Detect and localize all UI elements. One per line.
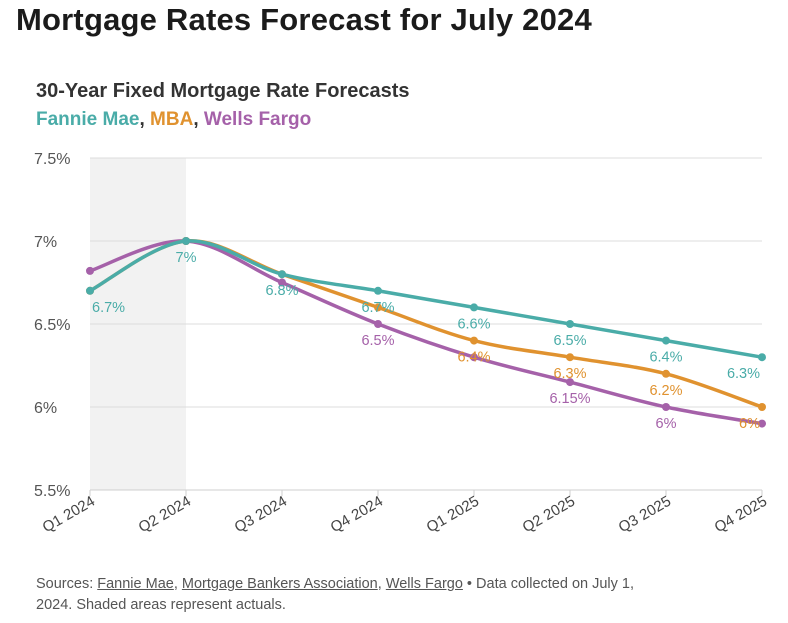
data-label-mba: 6.3% — [553, 366, 586, 382]
legend-item-mba: MBA — [150, 109, 194, 130]
data-point-fannie-mae — [758, 353, 766, 362]
data-label-fannie-mae: 6.4% — [649, 350, 682, 366]
legend-separator: , — [139, 109, 145, 130]
data-point-wells-fargo — [470, 353, 478, 362]
data-point-wells-fargo — [566, 378, 574, 387]
data-label-fannie-mae: 6.3% — [727, 366, 760, 382]
source-link-mba[interactable]: Mortgage Bankers Association — [181, 576, 378, 592]
data-point-mba — [566, 353, 574, 362]
x-tick-label: Q2 2024 — [136, 493, 194, 536]
data-point-mba — [470, 336, 478, 345]
data-point-fannie-mae — [182, 237, 190, 245]
legend-item-fannie-mae: Fannie Mae — [36, 109, 140, 130]
data-point-wells-fargo — [662, 403, 670, 411]
y-tick-label: 5.5% — [34, 483, 70, 500]
data-point-fannie-mae — [662, 336, 670, 345]
x-tick-label: Q2 2025 — [520, 493, 578, 536]
data-point-fannie-mae — [566, 320, 574, 328]
data-label-wells-fargo: 6.5% — [361, 333, 394, 349]
chart-legend: Fannie Mae, MBA, Wells Fargo — [36, 109, 311, 131]
data-point-wells-fargo — [86, 266, 94, 275]
data-label-mba: 6.2% — [649, 383, 682, 399]
data-point-wells-fargo — [278, 278, 286, 287]
x-tick-label: Q3 2024 — [232, 493, 290, 536]
data-point-fannie-mae — [374, 286, 382, 295]
data-point-fannie-mae — [86, 286, 94, 295]
x-tick-label: Q3 2025 — [616, 493, 674, 536]
source-link-wells-fargo[interactable]: Wells Fargo — [385, 576, 463, 592]
data-label-mba: 6% — [739, 416, 760, 432]
footer-prefix: Sources: — [36, 576, 98, 592]
data-label-fannie-mae: 6.6% — [457, 316, 490, 332]
data-point-mba — [758, 403, 766, 411]
source-link-fannie-mae[interactable]: Fannie Mae — [97, 576, 174, 592]
x-tick-label: Q4 2024 — [328, 493, 386, 536]
data-point-fannie-mae — [470, 303, 478, 312]
page-title: Mortgage Rates Forecast for July 2024 — [16, 2, 592, 37]
data-point-wells-fargo — [758, 419, 766, 428]
y-tick-label: 7.5% — [34, 151, 70, 168]
legend-item-wells-fargo: Wells Fargo — [203, 109, 312, 130]
chart-title: 30-Year Fixed Mortgage Rate Forecasts — [36, 80, 410, 102]
data-label-wells-fargo: 6.15% — [549, 391, 590, 407]
data-point-mba — [374, 303, 382, 312]
data-label-fannie-mae: 6.7% — [92, 300, 125, 316]
x-tick-label: Q1 2025 — [424, 493, 482, 536]
data-point-fannie-mae — [278, 270, 286, 279]
chart-footer: Sources: Fannie Mae, Mortgage Bankers As… — [36, 576, 635, 613]
y-tick-label: 6% — [34, 400, 57, 417]
line-chart: 5.5%6%6.5%7%7.5%Q1 2024 Q2 2024 Q3 2024 Q4 … — [34, 151, 770, 536]
data-label-fannie-mae: 6.8% — [265, 283, 298, 299]
footer-note: • Data collected on July 1, 2024. Shaded… — [36, 576, 635, 613]
data-label-mba: 6.4% — [457, 350, 490, 366]
data-label-fannie-mae: 7% — [176, 250, 197, 266]
legend-separator: , — [193, 109, 199, 130]
data-label-fannie-mae: 6.7% — [361, 300, 394, 316]
data-label-fannie-mae: 6.5% — [553, 333, 586, 349]
y-tick-label: 6.5% — [34, 317, 70, 334]
data-label-wells-fargo: 6% — [656, 416, 677, 432]
data-point-mba — [662, 369, 670, 378]
y-tick-label: 7% — [34, 234, 57, 251]
x-tick-label: Q4 2025 — [712, 493, 770, 536]
data-point-wells-fargo — [374, 320, 382, 328]
